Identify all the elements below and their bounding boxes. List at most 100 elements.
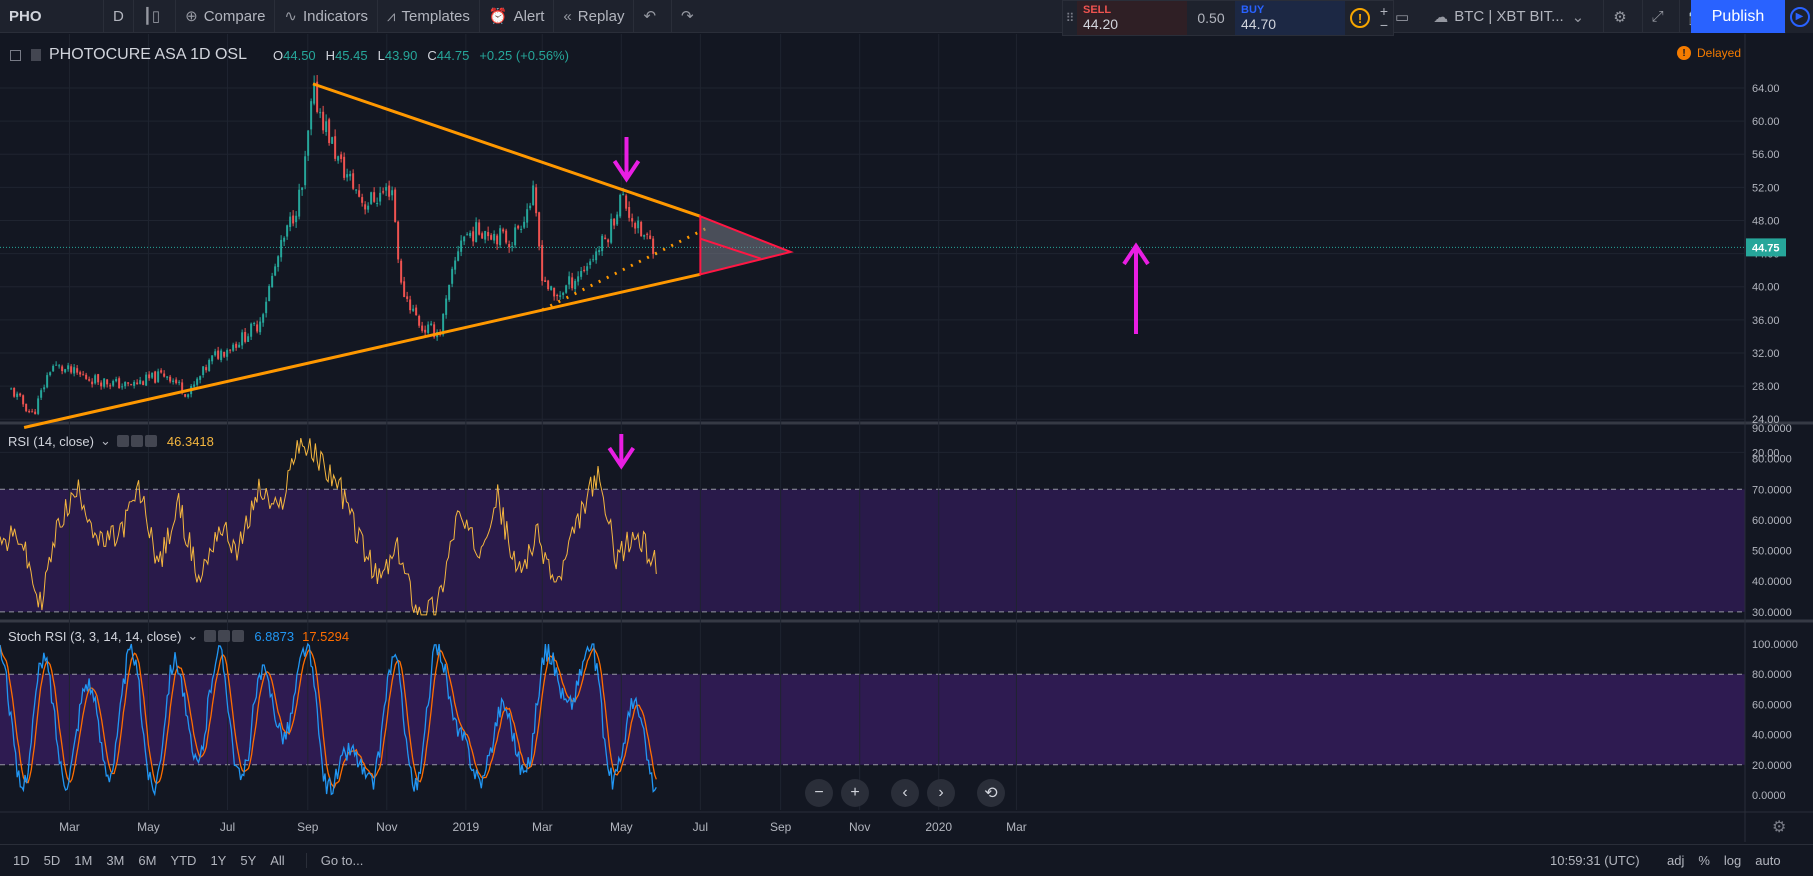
templates-button[interactable]: ⩘ Templates: [378, 0, 480, 33]
gear-icon[interactable]: ⚙: [1772, 819, 1786, 836]
candle-body: [319, 112, 322, 114]
candle-body: [484, 230, 487, 240]
rsi-tick-label: 60.0000: [1752, 515, 1792, 527]
sell-button[interactable]: SELL 44.20: [1077, 1, 1187, 35]
undo-button[interactable]: ↶: [634, 0, 673, 33]
close-icon[interactable]: [232, 630, 245, 642]
chart-type-button[interactable]: ┃▯: [134, 0, 177, 33]
candle-body: [109, 385, 112, 387]
adjust-toggle[interactable]: adj: [1667, 853, 1685, 868]
flag-icon: [31, 49, 41, 61]
range-button-all[interactable]: All: [270, 853, 285, 868]
visibility-icon[interactable]: [116, 435, 129, 447]
range-button-1y[interactable]: 1Y: [210, 853, 227, 868]
range-button-6m[interactable]: 6M: [138, 853, 157, 868]
redo-button[interactable]: ↷: [672, 0, 709, 33]
indicators-label: Indicators: [303, 7, 369, 25]
compare-button[interactable]: ⊕ Compare: [176, 0, 276, 33]
scroll-right-button[interactable]: ›: [927, 779, 955, 807]
settings-icon[interactable]: [218, 630, 231, 642]
scale-options: adj % log auto: [1667, 853, 1781, 868]
rewind-icon: «: [563, 7, 572, 25]
publish-button[interactable]: Publish: [1691, 0, 1785, 33]
candle-body: [286, 225, 289, 237]
series-title[interactable]: PHOTOCURE ASA 1D OSL: [49, 46, 247, 63]
range-button-3m[interactable]: 3M: [106, 853, 125, 868]
candle-body: [490, 235, 493, 240]
candle-body: [364, 204, 367, 210]
settings-button[interactable]: ⚙: [1604, 0, 1643, 33]
log-toggle[interactable]: log: [1723, 853, 1742, 868]
chevron-down-icon[interactable]: ⌄: [99, 433, 111, 448]
minus-icon[interactable]: −: [1379, 17, 1389, 33]
collapse-icon[interactable]: [10, 49, 21, 61]
candle-body: [415, 307, 418, 316]
indicators-button[interactable]: ∿ Indicators: [275, 0, 379, 33]
candle-body: [202, 366, 205, 376]
candle-body: [427, 324, 430, 333]
chart-canvas[interactable]: Mar May Jul Sep Nov 2019 Mar May Jul Sep Nov 2020 Ma…: [0, 34, 1813, 842]
candle-body: [316, 81, 319, 112]
range-button-ytd[interactable]: YTD: [170, 853, 197, 868]
down-arrow-head: [612, 159, 641, 183]
auto-toggle[interactable]: auto: [1755, 853, 1781, 868]
scroll-left-button[interactable]: ‹: [891, 779, 919, 807]
plus-icon[interactable]: +: [1379, 3, 1389, 19]
alert-label: Alert: [513, 7, 545, 25]
zoom-out-button[interactable]: −: [805, 779, 833, 807]
candle-body: [100, 382, 103, 387]
warning-button[interactable]: !: [1345, 1, 1375, 35]
close-icon[interactable]: [144, 435, 157, 447]
candle-body: [355, 189, 358, 191]
candle-body: [469, 232, 472, 237]
rsi-line: [0, 437, 657, 616]
chevron-down-icon: ⌄: [1571, 8, 1585, 26]
candle-body: [361, 197, 364, 203]
stoch-tick-label: 40.0000: [1752, 730, 1792, 742]
stoch-name[interactable]: Stoch RSI (3, 3, 14, 14, close): [8, 628, 182, 644]
watchlist-symbol[interactable]: ☁ BTC | XBT BIT... ⌄: [1424, 0, 1605, 33]
visibility-icon[interactable]: [204, 630, 217, 642]
play-button[interactable]: ▶: [1786, 0, 1813, 33]
chevron-down-icon[interactable]: ⌄: [187, 628, 199, 643]
candle-body: [10, 388, 13, 390]
range-buttons: 1D 5D 1M 3M 6M YTD 1Y 5Y All: [6, 853, 292, 868]
fullscreen-button[interactable]: ⤢: [1643, 0, 1680, 33]
drag-handle-icon[interactable]: ⠿: [1065, 11, 1075, 25]
buy-button[interactable]: BUY 44.70: [1235, 1, 1345, 35]
candle-body: [382, 191, 385, 193]
reset-chart-button[interactable]: ⟲: [977, 779, 1005, 807]
rsi-down-arrow-head: [607, 446, 635, 470]
symbol-search[interactable]: PHO: [0, 0, 104, 33]
range-button-1d[interactable]: 1D: [13, 853, 30, 868]
replay-button[interactable]: « Replay: [554, 0, 635, 33]
delayed-badge[interactable]: ! Delayed: [1677, 46, 1741, 60]
rsi-name[interactable]: RSI (14, close): [8, 433, 94, 449]
candle-body: [583, 269, 586, 271]
quantity-stepper[interactable]: + −: [1375, 1, 1393, 35]
chart-area[interactable]: Mar May Jul Sep Nov 2019 Mar May Jul Sep Nov 2020 Ma…: [0, 34, 1813, 842]
goto-button[interactable]: Go to...: [305, 853, 363, 868]
warning-icon: !: [1350, 8, 1370, 28]
range-button-5y[interactable]: 5Y: [240, 853, 257, 868]
candle-body: [517, 225, 520, 229]
settings-icon[interactable]: [130, 435, 143, 447]
candle-body: [553, 287, 556, 297]
candle-body: [73, 367, 76, 374]
candle-body: [238, 344, 241, 348]
candle-body: [25, 403, 28, 412]
stoch-k-line: [0, 642, 657, 797]
clock[interactable]: 10:59:31 (UTC): [1550, 853, 1640, 868]
range-button-1m[interactable]: 1M: [74, 853, 93, 868]
alert-button[interactable]: ⏰ Alert: [480, 0, 555, 33]
price-tick-label: 24.00: [1752, 414, 1780, 426]
low-value: 43.90: [384, 47, 418, 63]
zoom-in-button[interactable]: +: [841, 779, 869, 807]
range-button-5d[interactable]: 5D: [43, 853, 61, 868]
candle-body: [34, 411, 37, 415]
interval-button[interactable]: D: [104, 0, 134, 33]
candle-body: [130, 384, 133, 386]
candle-body: [262, 314, 265, 323]
fullscreen-toggle[interactable]: ▭: [1386, 0, 1424, 33]
percent-toggle[interactable]: %: [1698, 853, 1710, 868]
